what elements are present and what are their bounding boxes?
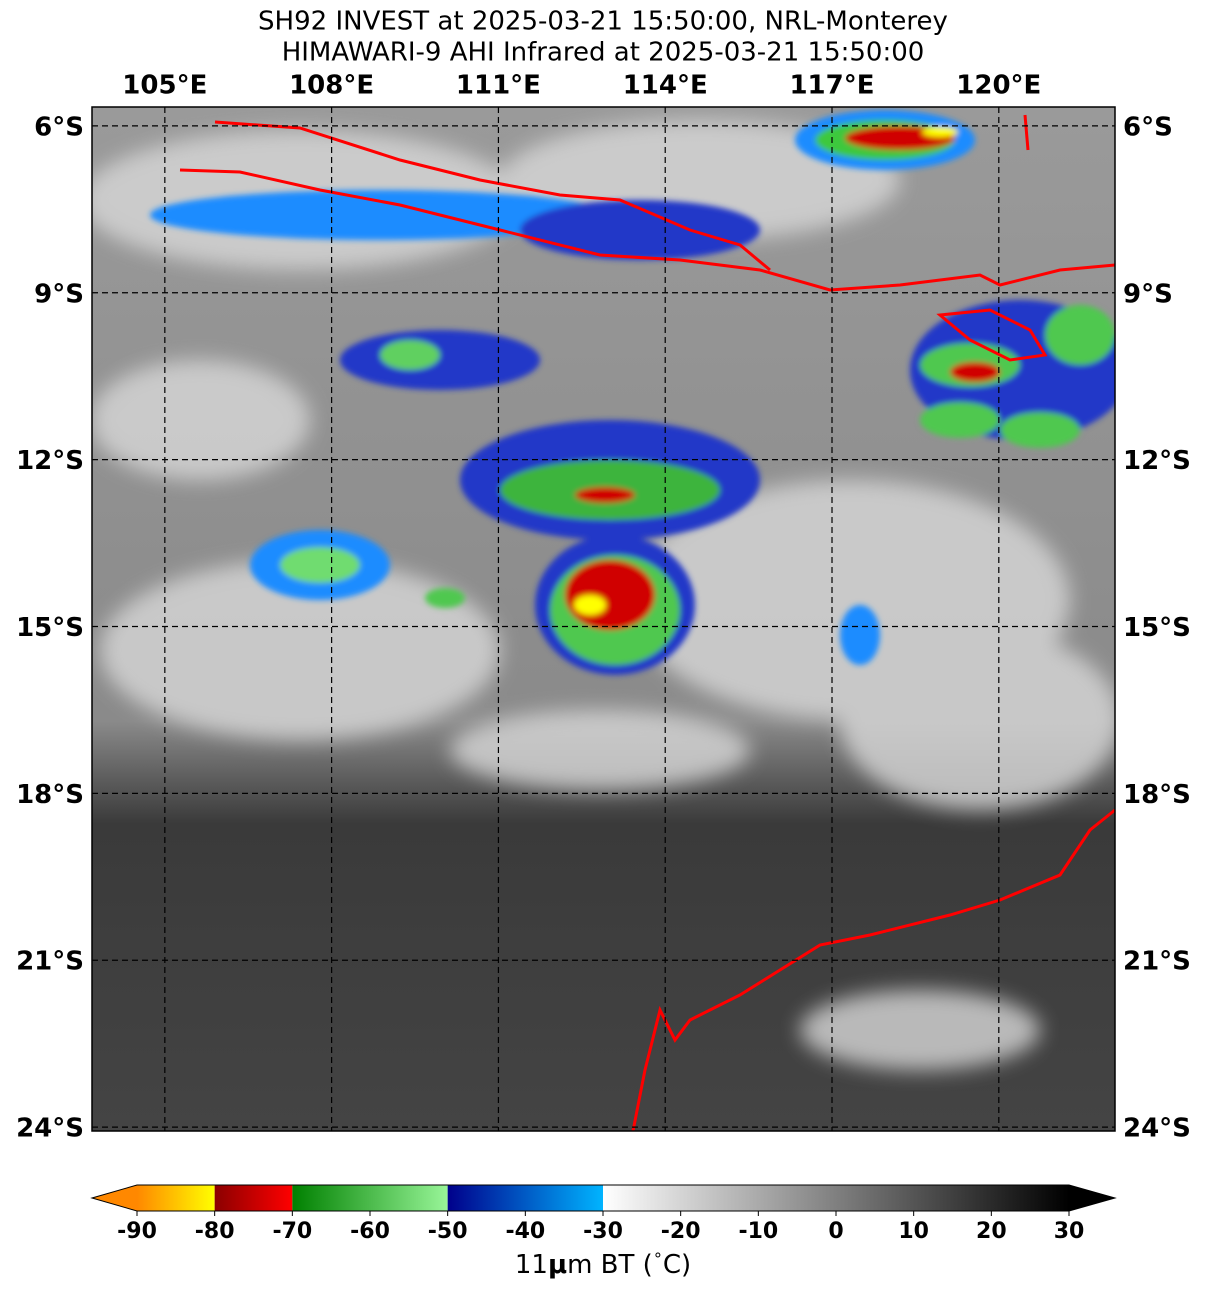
title-line: HIMAWARI-9 AHI Infrared at 2025-03-21 15…: [282, 38, 925, 68]
title-line: SH92 INVEST at 2025-03-21 15:50:00, NRL-…: [258, 7, 948, 37]
lon-label: 114°E: [623, 71, 708, 101]
lat-label: 15°S: [16, 613, 84, 643]
colorbar-tick-label: -90: [117, 1219, 157, 1244]
lat-label: 21°S: [1123, 947, 1191, 977]
label-part: μ: [548, 1250, 567, 1280]
colorbar-segment: [292, 1185, 448, 1211]
colorbar-tick-label: -60: [350, 1219, 390, 1244]
lat-label: 24°S: [16, 1114, 84, 1144]
lon-label: 108°E: [289, 71, 374, 101]
colorbar-tick-label: 20: [976, 1219, 1007, 1244]
colorbar-segment: [137, 1185, 215, 1211]
label-part: ∘: [653, 1245, 663, 1264]
lat-label: 18°S: [1123, 780, 1191, 810]
colorbar-tick-label: 30: [1054, 1219, 1085, 1244]
map-frame: [91, 106, 1116, 1132]
colorbar-extension: [92, 1185, 137, 1211]
colorbar-tick-label: -10: [738, 1219, 778, 1244]
lat-label: 21°S: [16, 947, 84, 977]
satellite-image: [92, 107, 1115, 1131]
colorbar-tick-label: -40: [505, 1219, 545, 1244]
colorbar-segment: [214, 1185, 293, 1211]
lon-label: 111°E: [456, 71, 541, 101]
lat-label: 15°S: [1123, 613, 1191, 643]
lon-label: 105°E: [122, 71, 207, 101]
lat-label: 18°S: [16, 780, 84, 810]
colorbar-segment: [603, 1185, 1069, 1211]
colorbar-tick-label: -30: [583, 1219, 623, 1244]
colorbar-tick-label: 10: [898, 1219, 929, 1244]
colorbar-label: 11μm BT (∘C): [515, 1245, 691, 1280]
lat-label: 9°S: [1123, 279, 1173, 309]
colorbar-extension: [1069, 1185, 1115, 1211]
colorbar-tick-label: 0: [828, 1219, 843, 1244]
lat-label: 9°S: [34, 279, 84, 309]
colorbar-segment: [447, 1185, 603, 1211]
lat-label: 6°S: [1123, 112, 1173, 142]
colorbar-tick-label: -80: [195, 1219, 235, 1244]
colorbar-tick-label: -20: [661, 1219, 701, 1244]
label-part: C): [663, 1250, 691, 1280]
lat-label: 12°S: [1123, 446, 1191, 476]
label-part: 11: [515, 1250, 548, 1280]
label-part: m BT (: [567, 1250, 653, 1280]
colorbar-tick-label: -70: [272, 1219, 312, 1244]
lon-label: 120°E: [956, 71, 1041, 101]
lat-label: 24°S: [1123, 1114, 1191, 1144]
lon-label: 117°E: [789, 71, 874, 101]
colorbar-tick-label: -50: [428, 1219, 468, 1244]
lat-label: 12°S: [16, 446, 84, 476]
lat-label: 6°S: [34, 112, 84, 142]
